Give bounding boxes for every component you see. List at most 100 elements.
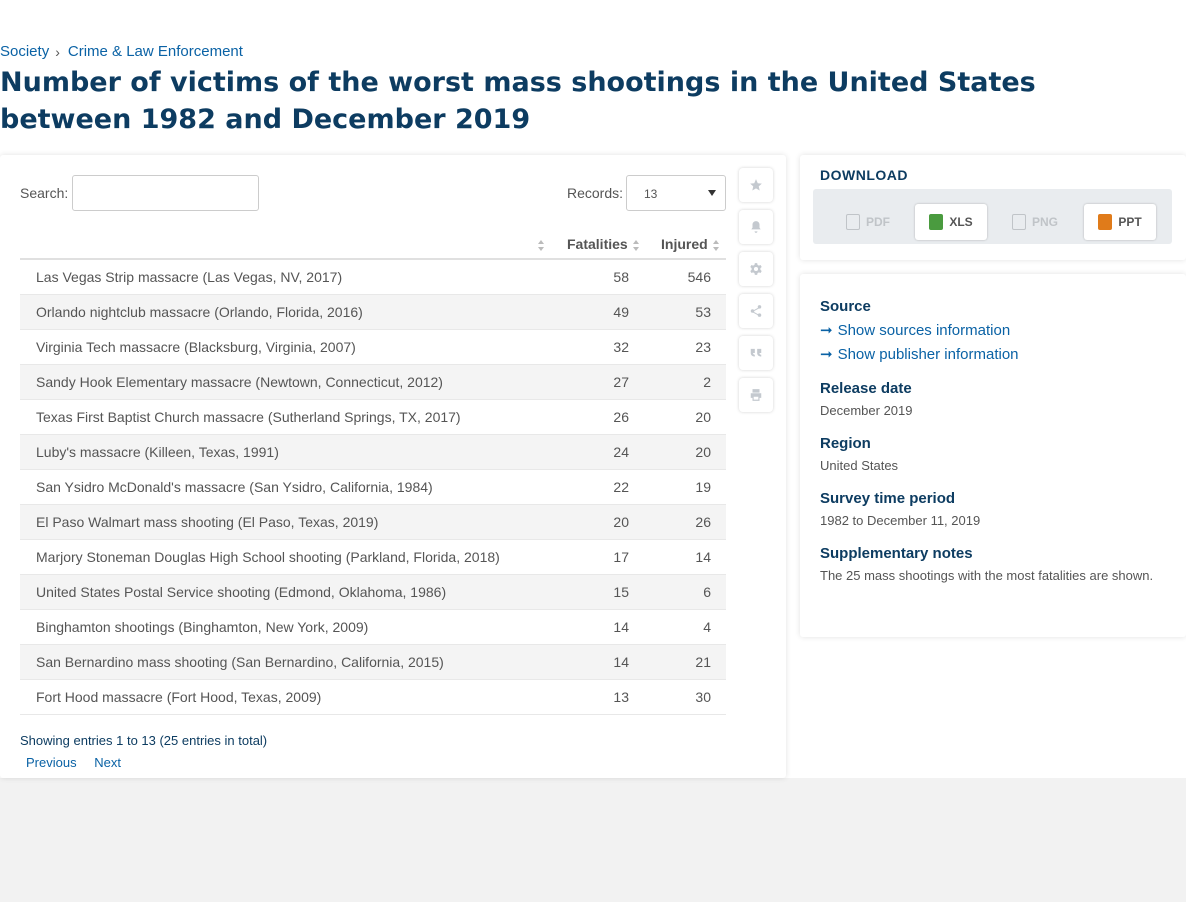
table-row: El Paso Walmart mass shooting (El Paso, … xyxy=(20,505,726,540)
next-button[interactable]: Next xyxy=(94,755,121,770)
cell-name: Orlando nightclub massacre (Orlando, Flo… xyxy=(36,304,363,320)
gear-icon xyxy=(750,263,762,275)
breadcrumb-crime[interactable]: Crime & Law Enforcement xyxy=(67,43,243,60)
show-sources-link[interactable]: ➞ Show sources information xyxy=(820,321,1011,340)
cell-name: El Paso Walmart mass shooting (El Paso, … xyxy=(36,514,379,530)
pagination: Previous Next xyxy=(26,755,135,770)
cell-name: United States Postal Service shooting (E… xyxy=(36,584,447,600)
region-heading: Region xyxy=(820,435,871,452)
breadcrumb-separator: › xyxy=(55,43,60,60)
cell-fatalities: 17 xyxy=(613,549,629,565)
column-header-name[interactable] xyxy=(20,236,545,252)
cite-button[interactable] xyxy=(739,336,773,370)
statistic-table-panel: Search: Records: 13 Fatalities Injured L… xyxy=(0,155,786,778)
cell-fatalities: 20 xyxy=(613,514,629,530)
table-row: Texas First Baptist Church massacre (Sut… xyxy=(20,400,726,435)
cell-injured: 53 xyxy=(695,304,711,320)
cell-injured: 546 xyxy=(687,269,711,285)
quote-icon xyxy=(750,348,762,357)
cell-name: Virginia Tech massacre (Blacksburg, Virg… xyxy=(36,339,356,355)
search-input[interactable] xyxy=(72,175,259,211)
table-row: Sandy Hook Elementary massacre (Newtown,… xyxy=(20,365,726,400)
cell-injured: 30 xyxy=(695,689,711,705)
table-row: Luby's massacre (Killeen, Texas, 1991) 24… xyxy=(20,435,726,470)
ppt-file-icon xyxy=(1098,214,1113,230)
cell-injured: 23 xyxy=(695,339,711,355)
cell-fatalities: 26 xyxy=(613,409,629,425)
sort-icon xyxy=(712,239,720,251)
sort-icon xyxy=(538,239,545,251)
data-table: Fatalities Injured Las Vegas Strip massa… xyxy=(20,225,726,715)
sort-icon xyxy=(632,239,640,251)
survey-value: 1982 to December 11, 2019 xyxy=(820,513,981,528)
page-title: Number of victims of the worst mass shoo… xyxy=(0,67,1036,135)
star-icon xyxy=(750,179,762,191)
table-row: United States Postal Service shooting (E… xyxy=(20,575,726,610)
cell-fatalities: 58 xyxy=(613,269,629,285)
notes-value: The 25 mass shootings with the most fata… xyxy=(820,568,1154,583)
release-heading: Release date xyxy=(820,380,912,397)
cell-injured: 26 xyxy=(695,514,711,530)
cell-name: San Ysidro McDonald's massacre (San Ysid… xyxy=(36,479,433,495)
cell-injured: 2 xyxy=(703,374,711,390)
alert-button[interactable] xyxy=(739,210,773,244)
table-row: Marjory Stoneman Douglas High School sho… xyxy=(20,540,726,575)
pdf-file-icon xyxy=(846,214,860,230)
source-heading: Source xyxy=(820,298,871,315)
table-row: San Ysidro McDonald's massacre (San Ysid… xyxy=(20,470,726,505)
cell-fatalities: 15 xyxy=(613,584,629,600)
cell-fatalities: 24 xyxy=(613,444,629,460)
table-body: Las Vegas Strip massacre (Las Vegas, NV,… xyxy=(20,260,726,715)
cell-injured: 20 xyxy=(695,409,711,425)
download-pdf-button[interactable]: PDF xyxy=(832,204,904,240)
statistic-info-card: Source ➞ Show sources information ➞ Show… xyxy=(800,274,1186,637)
notes-heading: Supplementary notes xyxy=(820,545,973,562)
arrow-right-icon: ➞ xyxy=(820,322,833,339)
cell-fatalities: 27 xyxy=(613,374,629,390)
cell-fatalities: 14 xyxy=(613,619,629,635)
records-select[interactable]: 13 xyxy=(626,175,726,211)
cell-fatalities: 49 xyxy=(613,304,629,320)
show-publisher-link[interactable]: ➞ Show publisher information xyxy=(820,345,1019,364)
chevron-down-icon xyxy=(708,190,716,196)
cell-name: Texas First Baptist Church massacre (Sut… xyxy=(36,409,461,425)
survey-heading: Survey time period xyxy=(820,490,956,507)
share-button[interactable] xyxy=(739,294,773,328)
release-value: December 2019 xyxy=(820,403,913,418)
table-row: San Bernardino mass shooting (San Bernar… xyxy=(20,645,726,680)
png-file-icon xyxy=(1011,214,1026,230)
cell-name: Luby's massacre (Killeen, Texas, 1991) xyxy=(36,444,279,460)
breadcrumb-society[interactable]: Society xyxy=(0,43,50,60)
search-label: Search: xyxy=(20,185,69,201)
download-title: DOWNLOAD xyxy=(820,167,908,183)
download-ppt-button[interactable]: PPT xyxy=(1084,204,1156,240)
download-png-button[interactable]: PNG xyxy=(999,204,1071,240)
cell-name: Las Vegas Strip massacre (Las Vegas, NV,… xyxy=(36,269,343,285)
table-row: Las Vegas Strip massacre (Las Vegas, NV,… xyxy=(20,260,726,295)
download-xls-button[interactable]: XLS xyxy=(915,204,987,240)
records-value: 13 xyxy=(644,187,658,201)
cell-name: San Bernardino mass shooting (San Bernar… xyxy=(36,654,444,670)
cell-injured: 6 xyxy=(703,584,711,600)
download-card: DOWNLOAD PDF XLS PNG PPT xyxy=(800,155,1186,260)
cell-fatalities: 14 xyxy=(613,654,629,670)
arrow-right-icon: ➞ xyxy=(820,346,833,363)
column-header-fatalities[interactable]: Fatalities xyxy=(567,236,640,252)
print-icon xyxy=(750,389,762,401)
settings-button[interactable] xyxy=(739,252,773,286)
previous-button[interactable]: Previous xyxy=(26,755,77,770)
cell-injured: 20 xyxy=(695,444,711,460)
cell-name: Sandy Hook Elementary massacre (Newtown,… xyxy=(36,374,443,390)
column-header-injured[interactable]: Injured xyxy=(661,236,720,252)
cell-injured: 21 xyxy=(695,654,711,670)
cell-injured: 19 xyxy=(695,479,711,495)
cell-name: Marjory Stoneman Douglas High School sho… xyxy=(36,549,500,565)
share-icon xyxy=(750,305,762,317)
cell-injured: 4 xyxy=(703,619,711,635)
cell-name: Binghamton shootings (Binghamton, New Yo… xyxy=(36,619,369,635)
print-button[interactable] xyxy=(739,378,773,412)
side-toolbar xyxy=(739,168,773,420)
cell-fatalities: 13 xyxy=(613,689,629,705)
cell-injured: 14 xyxy=(695,549,711,565)
favorite-button[interactable] xyxy=(739,168,773,202)
